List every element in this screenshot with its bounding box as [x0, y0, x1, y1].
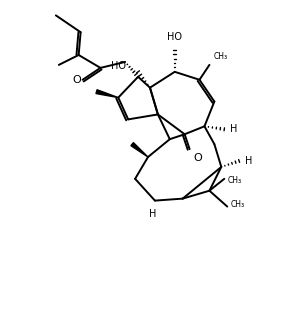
Text: HO: HO: [111, 61, 126, 71]
Text: O: O: [72, 75, 81, 85]
Text: O: O: [194, 153, 202, 163]
Polygon shape: [131, 143, 148, 157]
Text: CH₃: CH₃: [230, 200, 244, 209]
Text: HO: HO: [167, 32, 182, 42]
Text: H: H: [149, 209, 157, 219]
Text: CH₃: CH₃: [227, 176, 241, 185]
Text: H: H: [245, 156, 253, 166]
Text: H: H: [230, 124, 237, 134]
Text: CH₃: CH₃: [213, 52, 227, 61]
Polygon shape: [96, 90, 118, 98]
